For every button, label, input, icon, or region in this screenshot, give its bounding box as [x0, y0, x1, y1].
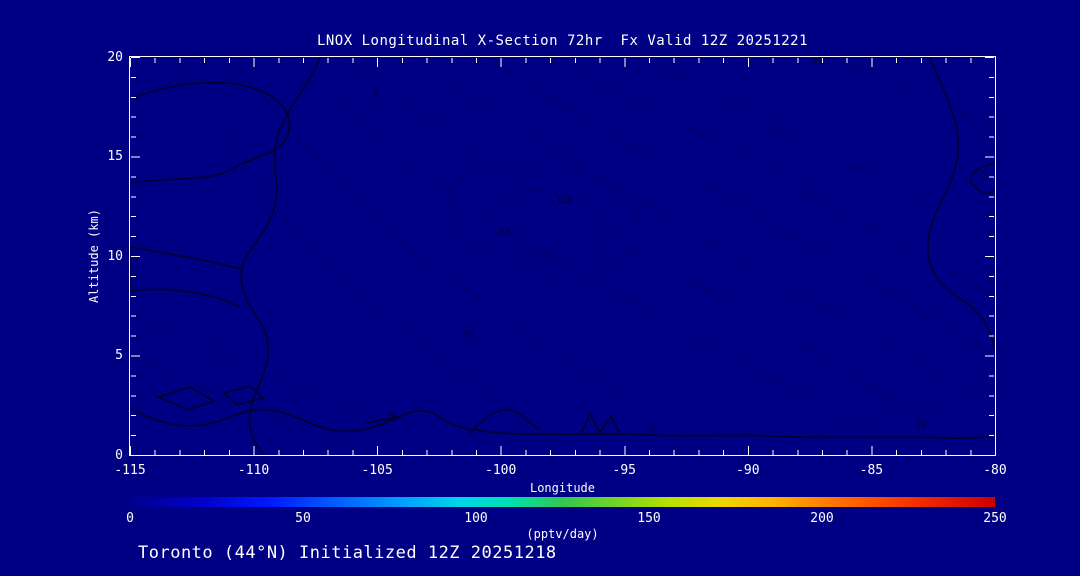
tick-label: 200: [810, 511, 834, 526]
tick-label: -100: [485, 463, 517, 478]
tick-label: 0: [126, 511, 134, 526]
tick-label: 100: [464, 511, 488, 526]
contour-label: -70: [458, 330, 474, 340]
contour-label: -80: [494, 228, 510, 238]
contour-label: -5: [977, 170, 988, 180]
contour-line-solid: [155, 386, 217, 411]
contour-line-solid: [222, 385, 265, 406]
tick-label: 150: [637, 511, 661, 526]
contour-line-solid: [469, 408, 541, 435]
contour-line-dotted: [414, 57, 991, 403]
tick-label: -115: [114, 463, 146, 478]
tick-label: -110: [237, 463, 270, 478]
tick-label: 5: [115, 348, 123, 363]
contour-label: -110: [551, 196, 573, 206]
contour-line-dotted: [344, 57, 921, 418]
contour-line-dotted: [130, 356, 336, 440]
initialization-label: Toronto (44°N) Initialized 12Z 20251218: [138, 543, 557, 563]
contour-line-solid: [130, 408, 995, 440]
contour-label: 40: [813, 57, 824, 67]
contour-line-solid: [240, 57, 321, 455]
contour-line-dotted: [490, 190, 607, 258]
tick-label: 50: [295, 511, 311, 526]
colorbar-units-label: (pptv/day): [526, 527, 599, 541]
contour-line-solid: [130, 246, 243, 308]
contour-label: -10: [910, 421, 926, 431]
x-axis-label: Longitude: [529, 481, 596, 495]
tick-label: -90: [736, 463, 760, 478]
tick-label: 250: [983, 511, 1007, 526]
contour-line-dotted: [639, 57, 995, 240]
colorbar-ticks: 0 50 100 150 200 250: [126, 511, 1007, 526]
tick-label: 0: [115, 447, 123, 463]
contour-line-dotted: [449, 165, 641, 274]
tick-label: -85: [859, 463, 884, 478]
chart-title: LNOX Longitudinal X-Section 72hr Fx Vali…: [316, 33, 809, 49]
contour-line-dotted: [174, 57, 556, 442]
contour-line-dotted: [130, 314, 381, 420]
contour-line-dotted: [749, 388, 995, 455]
contour-line-dotted: [484, 57, 995, 358]
colorbar: [130, 497, 995, 507]
tick-label: -105: [361, 463, 393, 478]
contour-line-solid: [130, 81, 291, 184]
contour-line-solid: [365, 412, 399, 424]
contour-label: 0: [373, 90, 378, 100]
contour-plot: -110 -80 -70 0 -10 40 0 -5: [130, 57, 995, 455]
contour-line-solid: [927, 57, 995, 350]
contour-line-dotted: [729, 57, 995, 184]
tick-label: 15: [107, 149, 123, 164]
contour-line-solid: [579, 411, 621, 436]
tick-label: 10: [107, 248, 123, 264]
contour-line-dotted: [224, 57, 671, 428]
contour-line-dotted: [279, 57, 831, 413]
contour-line-dotted: [829, 57, 995, 129]
tick-label: 20: [107, 49, 123, 65]
tick-label: -80: [983, 463, 1007, 478]
y-axis-ticks: 20 15 10 5 0: [85, 50, 123, 463]
tick-label: -95: [612, 463, 636, 478]
contour-line-dotted: [559, 57, 995, 298]
x-axis-ticks: -115 -110 -105 -100 -95 -90 -85 -80: [114, 463, 1006, 478]
contour-label: 0: [649, 424, 654, 434]
